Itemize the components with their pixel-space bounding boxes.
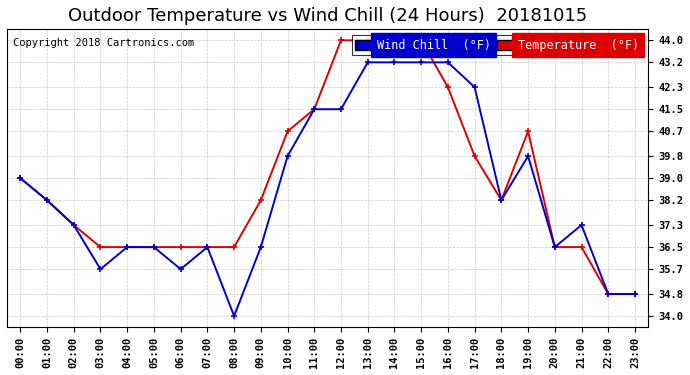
- Legend: Wind Chill  (°F), Temperature  (°F): Wind Chill (°F), Temperature (°F): [352, 35, 642, 55]
- Title: Outdoor Temperature vs Wind Chill (24 Hours)  20181015: Outdoor Temperature vs Wind Chill (24 Ho…: [68, 7, 587, 25]
- Text: Copyright 2018 Cartronics.com: Copyright 2018 Cartronics.com: [13, 38, 195, 48]
